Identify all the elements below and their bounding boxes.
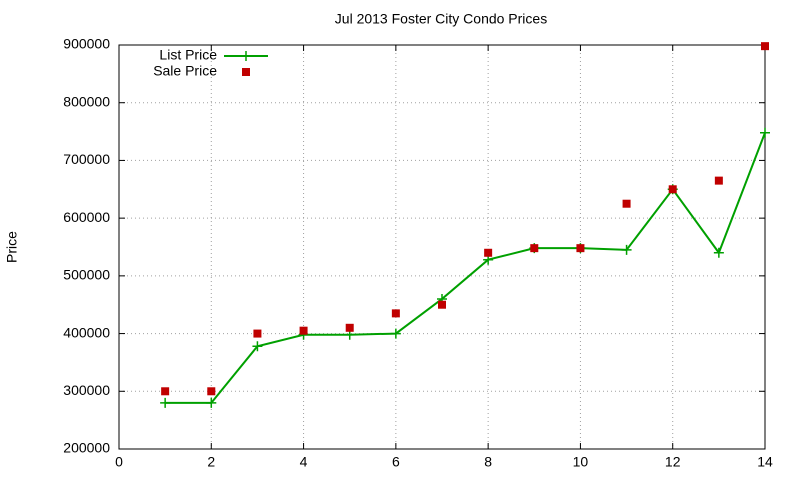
point-marker [622,199,631,208]
y-tick-label: 700000 [63,151,110,167]
y-tick-label: 400000 [63,324,110,340]
point-marker [760,127,770,138]
x-tick-label: 4 [300,454,308,470]
point-marker [576,244,585,253]
legend-label: Sale Price [153,63,217,79]
point-marker [299,326,308,335]
legend-label: List Price [159,47,217,63]
y-tick-label: 800000 [63,93,110,109]
x-tick-label: 0 [115,454,123,470]
point-marker [530,244,539,253]
point-marker [668,185,677,194]
point-marker [391,309,400,318]
y-axis-label: Price [4,231,20,263]
x-tick-label: 6 [392,454,400,470]
y-tick-label: 200000 [63,440,110,456]
point-marker [713,247,724,258]
x-tick-label: 8 [484,454,492,470]
point-marker [160,397,171,408]
series-line [165,132,766,404]
point-marker [714,176,723,185]
point-marker [206,397,217,408]
chart-title: Jul 2013 Foster City Condo Prices [335,11,547,27]
point-marker [438,300,446,309]
legend-swatch [242,68,250,76]
point-marker [161,387,170,396]
point-marker [345,323,354,332]
x-tick-label: 14 [757,454,773,470]
x-tick-label: 10 [573,454,589,470]
y-tick-label: 900000 [63,36,110,52]
point-marker [761,42,769,51]
point-marker [252,341,263,352]
point-marker [207,387,216,396]
x-tick-label: 12 [665,454,681,470]
y-tick-label: 600000 [63,209,110,225]
point-marker [253,329,262,338]
legend-swatch [241,51,251,61]
x-tick-label: 2 [207,454,215,470]
plot-border [118,44,766,450]
point-marker [484,248,493,257]
point-marker [390,328,401,339]
y-tick-label: 300000 [63,382,110,398]
y-tick-label: 500000 [63,267,110,283]
point-marker [621,244,632,255]
